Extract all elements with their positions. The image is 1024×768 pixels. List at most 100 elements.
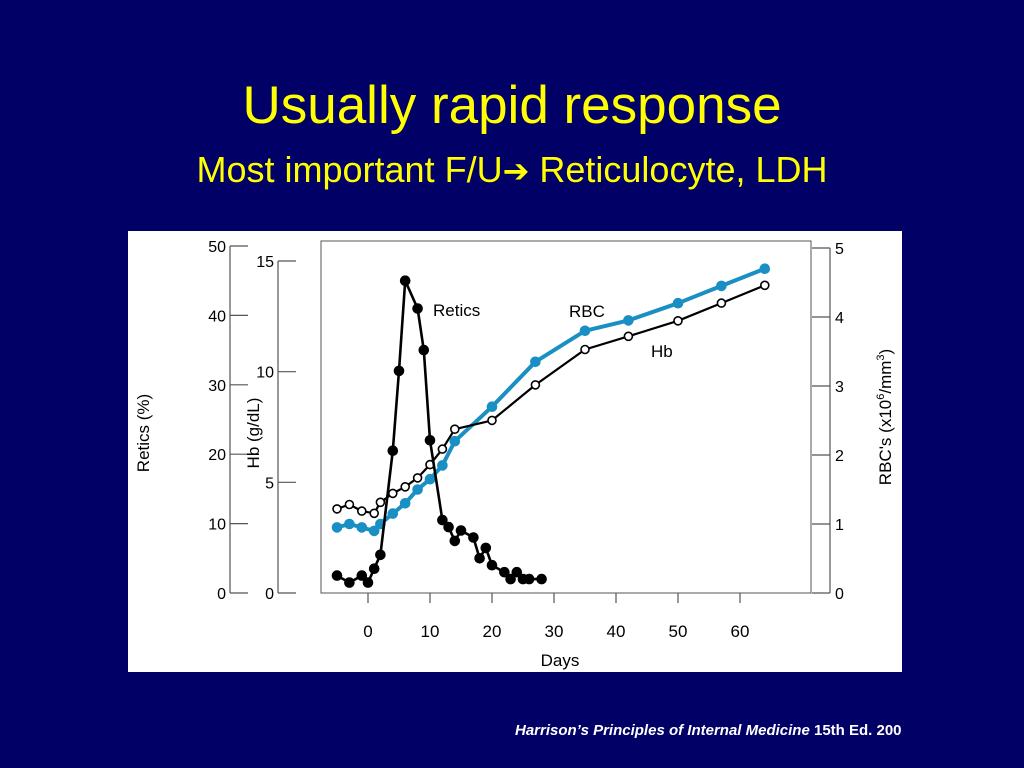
rbc-label-exp1: 6 — [875, 394, 887, 400]
rbc-point — [449, 435, 461, 447]
retics-tick-label: 10 — [208, 517, 226, 534]
retics-point — [443, 521, 454, 533]
retics-point — [499, 566, 510, 578]
retics-point — [523, 573, 535, 585]
retics-point — [375, 549, 386, 561]
retics-point — [511, 566, 523, 578]
retics-tick-label: 0 — [217, 586, 226, 603]
rbc-tick-label: 0 — [835, 586, 844, 603]
citation-edition: 15th Ed. 200 — [809, 722, 902, 739]
retics-line — [336, 279, 542, 584]
retics-point — [505, 573, 516, 585]
x-tick-label: 40 — [607, 622, 626, 641]
hb-point — [357, 506, 367, 516]
hb-point — [387, 488, 398, 499]
hb-tick-label: 15 — [256, 254, 274, 271]
hb-point — [716, 298, 727, 308]
slide-title: Usually rapid response — [242, 76, 782, 135]
hb-annotation: Hb — [651, 342, 673, 361]
rbc-point — [412, 484, 423, 495]
subtitle-prefix: Most important F/U — [196, 149, 503, 190]
rbc-point — [368, 525, 380, 537]
rbc-point — [331, 522, 343, 533]
x-tick-label: 0 — [363, 622, 372, 641]
rbc-point — [399, 497, 411, 509]
retics-point — [344, 577, 355, 588]
rbc-point — [387, 508, 399, 519]
hb-point — [369, 508, 379, 519]
rbc-point — [623, 315, 634, 326]
plot-frame — [320, 240, 812, 594]
rbc-point — [530, 356, 541, 368]
rbc-annotation: RBC — [569, 302, 605, 321]
x-tick-label: 10 — [421, 622, 440, 641]
rbc-point — [486, 401, 498, 412]
rbc-line — [336, 266, 766, 533]
rbc-point — [672, 297, 684, 309]
retics-point — [418, 344, 430, 356]
retics-point — [424, 435, 436, 446]
rbc-label-suffix: ) — [876, 349, 895, 355]
hb-tick-label: 0 — [265, 586, 274, 603]
retics-point — [474, 552, 485, 564]
retics-point — [486, 559, 498, 571]
retics-tick-label: 20 — [208, 447, 226, 464]
hb-point — [375, 497, 386, 508]
rbc-point — [579, 325, 591, 337]
retics-point — [412, 303, 423, 314]
retics-point — [449, 535, 461, 547]
rbc-label-prefix: RBC's (x10 — [876, 400, 895, 485]
retics-point — [399, 275, 411, 287]
hb-point — [530, 380, 541, 390]
retics-tick-label: 30 — [208, 378, 226, 395]
hb-tick-label: 5 — [265, 475, 274, 492]
chart-panel: 0 10 20 30 40 50 0 5 10 15 0 1 2 3 4 5 0 10 20 30 40 50 60 Day… — [128, 231, 902, 672]
rbc-point — [437, 460, 448, 471]
retics-axis-label: Retics (%) — [134, 394, 153, 472]
retics-point — [480, 542, 492, 554]
rbc-point — [759, 263, 771, 275]
hb-point — [400, 482, 411, 492]
rbc-axis-label: RBC's (x106/mm3) — [875, 349, 895, 485]
retics-point — [393, 365, 405, 377]
rbc-tick-label: 2 — [835, 448, 844, 465]
rbc-tick-label: 5 — [835, 241, 844, 258]
retics-annotation: Retics — [433, 301, 480, 320]
hb-line — [336, 284, 766, 515]
hb-point — [623, 331, 634, 342]
retics-point — [331, 570, 343, 581]
retics-point — [387, 445, 399, 456]
retics-point — [368, 563, 380, 575]
rbc-point — [356, 522, 368, 533]
retics-tick-label: 50 — [208, 239, 226, 256]
citation-book: Harrison’s Principles of Internal Medici… — [515, 722, 810, 739]
retics-point — [437, 514, 448, 526]
rbc-point — [344, 518, 355, 530]
x-tick-label: 60 — [731, 622, 750, 641]
retics-point — [536, 573, 547, 585]
hb-point — [344, 499, 355, 510]
retics-point — [468, 532, 479, 543]
slide-subtitle: Most important F/U➔ Reticulocyte, LDH — [0, 148, 1024, 193]
hb-point — [449, 424, 460, 434]
hb-point — [673, 316, 683, 326]
hb-point — [332, 504, 342, 514]
citation: Harrison’s Principles of Internal Medici… — [515, 722, 1024, 739]
hb-point — [437, 444, 448, 454]
rbc-label-exp2: 3 — [875, 354, 887, 360]
retics-point — [356, 570, 368, 581]
subtitle-suffix: Reticulocyte, LDH — [529, 149, 828, 190]
right-arrow-icon: ➔ — [502, 152, 530, 190]
hb-point — [580, 344, 590, 355]
hb-tick-label: 10 — [256, 365, 274, 382]
retics-tick-label: 40 — [208, 308, 226, 325]
retics-point — [455, 525, 467, 536]
x-tick-label: 50 — [669, 622, 688, 641]
x-tick-label: 20 — [483, 622, 502, 641]
hb-point — [412, 473, 423, 483]
x-tick-label: 30 — [545, 622, 564, 641]
rbc-point — [716, 280, 727, 292]
retics-point — [362, 577, 374, 588]
hb-axis-label: Hb (g/dL) — [244, 398, 263, 469]
